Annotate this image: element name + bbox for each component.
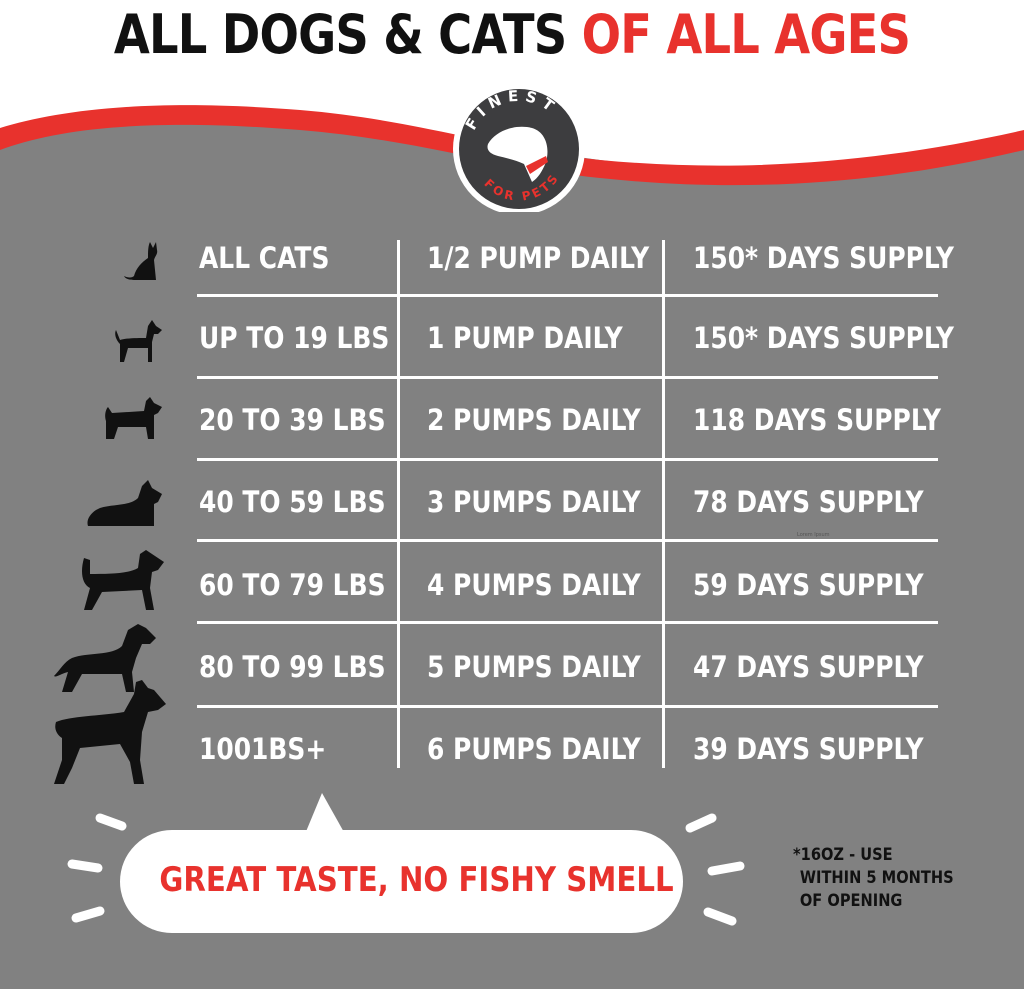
large-dog-silhouette-icon bbox=[54, 680, 166, 784]
column-divider bbox=[662, 240, 665, 768]
row-divider bbox=[197, 294, 938, 297]
cell-dose: 1/2 PUMP DAILY bbox=[427, 241, 650, 275]
row-divider bbox=[197, 705, 938, 708]
page-title: ALL DOGS & CATS OF ALL AGES bbox=[72, 0, 953, 70]
cell-dose: 4 PUMPS DAILY bbox=[427, 568, 641, 602]
cell-size: 80 TO 99 LBS bbox=[199, 650, 386, 684]
tagline: GREAT TASTE, NO FISHY SMELL bbox=[159, 860, 674, 900]
cell-supply: 118 DAYS SUPPLY bbox=[693, 403, 941, 437]
cell-size: 1001BS+ bbox=[199, 732, 327, 766]
footnote-line: WITHIN 5 MONTHS bbox=[799, 868, 954, 888]
cell-supply: 150* DAYS SUPPLY bbox=[693, 241, 954, 275]
burst-rays bbox=[67, 813, 745, 926]
cell-supply: 150* DAYS SUPPLY bbox=[693, 321, 954, 355]
cell-size: 60 TO 79 LBS bbox=[199, 568, 386, 602]
cell-size: 20 TO 39 LBS bbox=[199, 403, 386, 437]
row-divider bbox=[197, 376, 938, 379]
cell-size: UP TO 19 LBS bbox=[199, 321, 390, 355]
scottie-silhouette-icon bbox=[87, 480, 162, 526]
footnote-line: OF OPENING bbox=[799, 891, 903, 911]
terrier-silhouette-icon bbox=[105, 397, 162, 439]
cell-supply: 78 DAYS SUPPLY bbox=[693, 485, 924, 519]
row-divider bbox=[197, 621, 938, 624]
cell-dose: 2 PUMPS DAILY bbox=[427, 403, 641, 437]
row-divider bbox=[197, 539, 938, 542]
footnote-line: *16OZ - USE bbox=[793, 845, 893, 865]
airedale-silhouette-icon bbox=[82, 550, 164, 610]
cell-size: ALL CATS bbox=[199, 241, 330, 275]
cell-supply: 47 DAYS SUPPLY bbox=[693, 650, 924, 684]
cell-dose: 6 PUMPS DAILY bbox=[427, 732, 641, 766]
speech-bubble bbox=[120, 793, 683, 933]
watermark-text: Lorem Ipsum bbox=[797, 532, 830, 538]
title-part-black: ALL DOGS & CATS bbox=[113, 3, 567, 66]
footnote: *16OZ - USE WITHIN 5 MONTHS OF OPENING bbox=[793, 844, 954, 913]
cell-dose: 1 PUMP DAILY bbox=[427, 321, 623, 355]
cat-silhouette-icon bbox=[124, 242, 158, 280]
cell-size: 40 TO 59 LBS bbox=[199, 485, 386, 519]
retriever-silhouette-icon bbox=[54, 624, 156, 692]
finest-for-pets-logo: FINEST FOR PETS bbox=[453, 86, 585, 212]
cell-supply: 59 DAYS SUPPLY bbox=[693, 568, 924, 602]
row-divider bbox=[197, 458, 938, 461]
cell-dose: 3 PUMPS DAILY bbox=[427, 485, 641, 519]
cell-dose: 5 PUMPS DAILY bbox=[427, 650, 641, 684]
cell-supply: 39 DAYS SUPPLY bbox=[693, 732, 924, 766]
small-dog-silhouette-icon bbox=[115, 320, 162, 362]
column-divider bbox=[397, 240, 400, 768]
title-part-red: OF ALL AGES bbox=[581, 3, 911, 66]
